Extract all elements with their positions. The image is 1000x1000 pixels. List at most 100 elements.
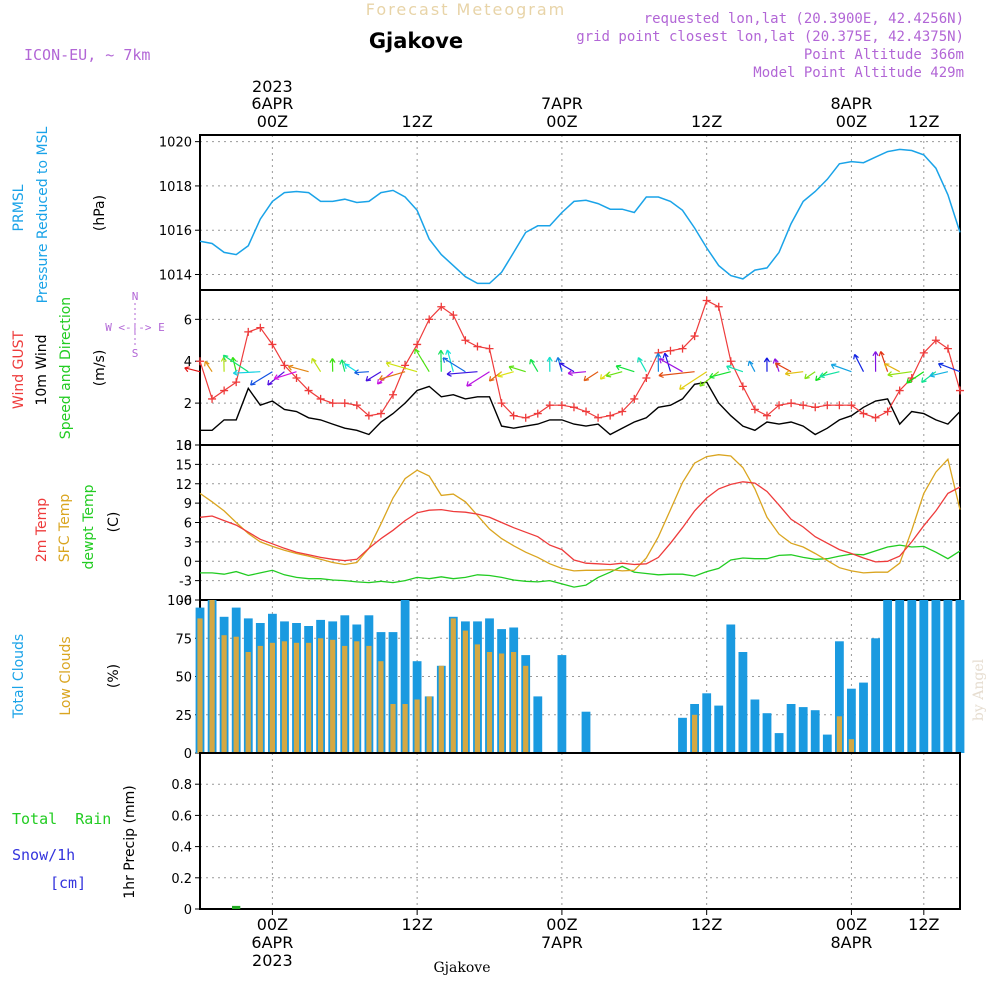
total-cloud-bar (726, 624, 736, 753)
pressure-ytick-label: 1014 (159, 269, 192, 284)
gust-point (545, 401, 554, 410)
gust-point (775, 401, 784, 410)
total-cloud-bar (762, 713, 772, 753)
precip-panel: 0 0.2 0.4 0.6 0.8 (171, 752, 961, 918)
low-cloud-bar (330, 639, 336, 753)
gust-point (859, 409, 868, 418)
gust-point (919, 348, 928, 357)
sfc-label: SFC Temp (57, 494, 73, 563)
clouds-ytick-label: 100 (167, 594, 192, 609)
wind-direction-arrow (344, 363, 358, 373)
wind-direction-arrow (232, 369, 261, 376)
gust-point (244, 327, 253, 336)
model-label: ICON-EU, ~ 7km (24, 46, 150, 64)
gust-label: Wind GUST (11, 330, 27, 409)
gust-point (232, 378, 241, 387)
gust-point (208, 394, 217, 403)
low-cloud-bar (511, 652, 517, 753)
bottom-tick-label: 12Z (691, 915, 722, 934)
gust-point (594, 413, 603, 422)
low-cloud-bar (450, 618, 456, 753)
wind-direction-arrow (508, 365, 526, 373)
temp-ytick-label: 6 (184, 517, 192, 532)
wind-direction-arrow (466, 371, 490, 387)
wind-ytick-label: 4 (184, 355, 192, 370)
clouds-ytick-label: 75 (175, 632, 192, 647)
gust-point (220, 386, 229, 395)
low-cloud-bar (293, 642, 300, 753)
low-cloud-bar (306, 642, 312, 753)
low-cloud-bar (390, 704, 396, 753)
wind-direction-arrow (853, 353, 865, 372)
wind-direction-arrow (414, 348, 430, 373)
top-tick-label: 12Z (908, 112, 939, 131)
low-cloud-bar (414, 699, 420, 753)
gust-point (196, 357, 204, 366)
gust-point (533, 409, 542, 418)
wind-direction-arrow (567, 369, 587, 376)
wind-direction-arrow (378, 371, 406, 381)
top-date-label: 7APR (541, 94, 583, 113)
low-cloud-bar (245, 652, 251, 753)
total-cloud-bar (907, 600, 917, 753)
wind-direction-arrow (872, 351, 879, 372)
prmsl-label: PRMSL (11, 184, 27, 231)
bottom-tick-label: 12Z (908, 915, 939, 934)
clouds-unit-label: (%) (106, 664, 122, 688)
bottom-tick-label: 00Z (836, 915, 867, 934)
pressure-frame (199, 134, 961, 291)
total-cloud-bar (702, 693, 712, 753)
gust-point (823, 401, 832, 410)
precip-ytick-label: 0.8 (171, 778, 192, 793)
low-cloud-bar (426, 696, 432, 753)
gust-point (738, 382, 747, 391)
temp-ytick-label: 0 (184, 555, 192, 570)
gust-point (702, 296, 711, 305)
credit-watermark: by Angel (971, 658, 987, 721)
wind-direction-arrow (658, 358, 683, 373)
precip-ytick-label: 0.6 (171, 809, 192, 824)
total-cloud-bar (774, 733, 784, 753)
wind-direction-arrow (365, 371, 382, 382)
total-cloud-bar (786, 704, 796, 753)
pressure-line (199, 148, 961, 285)
low-cloud-bar (233, 636, 239, 753)
pressure-ytick-label: 1016 (159, 224, 192, 239)
temp-ytick-label: 18 (175, 439, 192, 454)
wind-direction-arrow (774, 362, 792, 373)
temp-ytick-label: 9 (184, 497, 192, 512)
gust-point (883, 407, 892, 416)
low-cloud-bar (209, 600, 215, 753)
gust-point (280, 361, 289, 370)
total-cloud-bar (750, 699, 760, 753)
precip-ytick-label: 0 (184, 903, 192, 918)
gust-point (690, 332, 699, 341)
gust-point (461, 336, 470, 345)
panels: 10141016101810200246-6-30369121518025507… (159, 134, 965, 918)
total-clouds-label: Total Clouds (11, 634, 27, 719)
wind-direction-arrow (883, 363, 900, 373)
gust-point (340, 399, 349, 408)
wind-direction-arrow (230, 356, 237, 372)
gust-point (389, 390, 398, 399)
prmsl-desc-label: Pressure Reduced to MSL (35, 126, 51, 303)
pressure-ytick-label: 1020 (159, 136, 192, 151)
low-cloud-bar (848, 739, 854, 753)
wind-direction-arrow (709, 371, 731, 379)
total-cloud-bar (581, 711, 591, 753)
temp-ytick-label: 3 (184, 536, 192, 551)
gust-point (811, 403, 820, 412)
low-cloud-bar (523, 665, 529, 753)
total-cloud-bar (738, 652, 748, 753)
wind-direction-arrow (273, 371, 297, 380)
cloud-labels: Total Clouds Low Clouds (%) (11, 634, 122, 719)
gust-point (569, 403, 578, 412)
gust-point (376, 409, 385, 418)
wind-direction-arrow (830, 363, 852, 373)
wind-direction-arrow (204, 360, 213, 373)
precip-axis-label: 1hr Precip (mm) (122, 785, 138, 898)
bottom-tick-label: 12Z (401, 915, 432, 934)
low-cloud-bar (197, 618, 203, 753)
wind-ytick-label: 6 (184, 313, 192, 328)
